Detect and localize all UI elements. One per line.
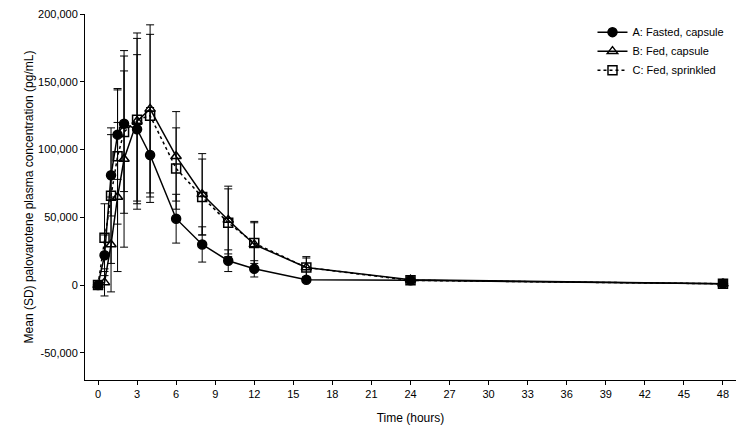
svg-text:39: 39	[600, 388, 612, 400]
svg-text:27: 27	[443, 388, 455, 400]
svg-text:12: 12	[248, 388, 260, 400]
svg-text:48: 48	[717, 388, 729, 400]
svg-text:50,000: 50,000	[44, 211, 78, 223]
svg-text:45: 45	[678, 388, 690, 400]
svg-text:18: 18	[326, 388, 338, 400]
svg-text:15: 15	[287, 388, 299, 400]
svg-text:6: 6	[173, 388, 179, 400]
svg-text:3: 3	[134, 388, 140, 400]
svg-text:0: 0	[72, 279, 78, 291]
svg-text:36: 36	[561, 388, 573, 400]
svg-text:21: 21	[365, 388, 377, 400]
svg-text:100,000: 100,000	[38, 143, 78, 155]
svg-text:Mean (SD) palovarotene plasma: Mean (SD) palovarotene plasma concentrat…	[22, 51, 36, 344]
svg-text:-50,000: -50,000	[40, 347, 77, 359]
svg-text:C: Fed, sprinkled: C: Fed, sprinkled	[632, 64, 715, 76]
svg-text:0: 0	[95, 388, 101, 400]
svg-text:24: 24	[404, 388, 416, 400]
svg-text:150,000: 150,000	[38, 76, 78, 88]
svg-text:Time (hours): Time (hours)	[377, 411, 445, 425]
svg-text:42: 42	[639, 388, 651, 400]
svg-text:A: Fasted, capsule: A: Fasted, capsule	[632, 26, 723, 38]
svg-text:9: 9	[212, 388, 218, 400]
svg-text:30: 30	[482, 388, 494, 400]
svg-text:B: Fed, capsule: B: Fed, capsule	[632, 45, 708, 57]
svg-text:33: 33	[522, 388, 534, 400]
svg-text:200,000: 200,000	[38, 8, 78, 20]
